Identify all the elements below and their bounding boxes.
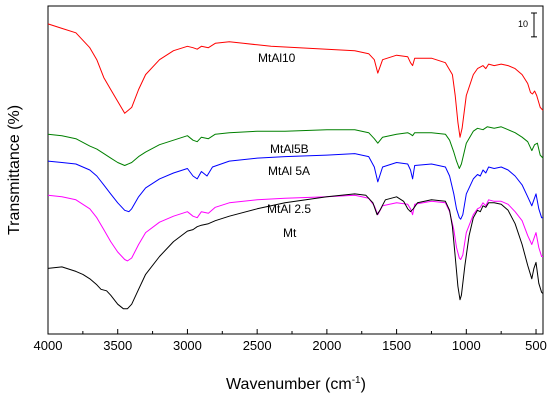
scale-bar: 10 [518,12,537,38]
plot-area-border [47,5,544,335]
series-label-mt: Mt [283,226,297,240]
x-tick-label: 1500 [382,338,411,353]
x-axis-title-main: Wavenumber (cm [226,376,352,393]
series-label-mtal5b: MtAl5B [270,142,309,156]
series-label-mtal-5a: MtAl 5A [268,164,310,178]
x-axis-ticks: 4000 3500 3000 2500 2000 1500 1000 500 [34,329,547,353]
x-tick-label: 1000 [452,338,481,353]
series-line-mtal-2-5 [47,194,543,262]
x-axis-title-superscript: -1 [352,375,361,386]
x-tick-label: 3500 [103,338,132,353]
x-tick-label: 4000 [34,338,63,353]
series-line-mtal5b [47,126,544,169]
series-line-mtal-5a [47,153,543,220]
series-group [47,23,544,310]
series-line-mt [47,193,544,310]
x-axis-title-end: ) [361,376,366,393]
plot-frame [47,5,544,335]
x-tick-label: 500 [525,338,547,353]
series-labels: MtAl10 MtAl5B MtAl 5A MtAl 2.5 Mt [258,51,311,240]
scale-bar-label: 10 [518,19,528,29]
x-tick-label: 3000 [173,338,202,353]
series-label-mtal-2-5: MtAl 2.5 [267,202,311,216]
y-axis-title: Transmittance (%) [6,105,23,235]
series-label-mtal10: MtAl10 [258,51,296,65]
series-line-mtal10 [47,23,544,138]
x-tick-label: 2500 [243,338,272,353]
x-axis-title: Wavenumber (cm-1) [226,375,366,393]
x-tick-label: 2000 [312,338,341,353]
